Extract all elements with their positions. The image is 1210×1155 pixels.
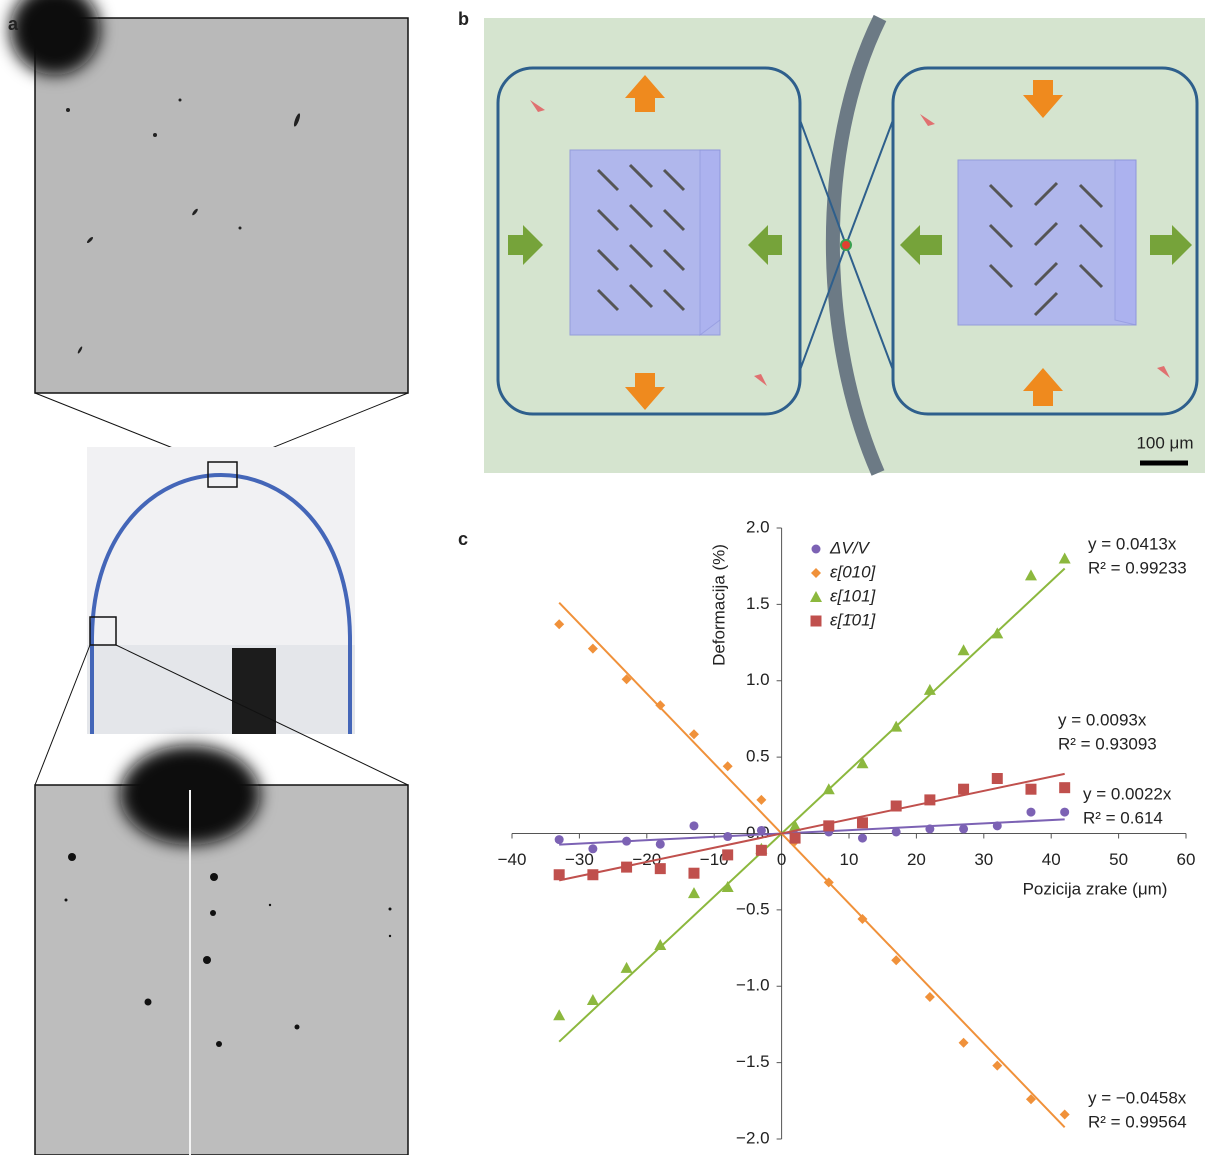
data-point — [1060, 808, 1069, 817]
x-tick-label: 30 — [974, 850, 993, 869]
data-point — [958, 784, 969, 795]
data-point — [924, 794, 935, 805]
data-point — [656, 840, 665, 849]
y-tick-label: 0.5 — [746, 747, 770, 766]
data-point — [756, 845, 767, 856]
data-point — [993, 821, 1002, 830]
x-tick-label: 60 — [1177, 850, 1196, 869]
data-point — [554, 869, 565, 880]
data-point — [723, 761, 733, 771]
data-point — [1060, 1110, 1070, 1120]
data-point — [1059, 782, 1070, 793]
data-point — [892, 827, 901, 836]
data-point — [1059, 553, 1071, 564]
y-tick-label: −1.5 — [736, 1052, 770, 1071]
data-point — [891, 801, 902, 812]
y-tick-label: −2.0 — [736, 1128, 770, 1147]
data-point — [688, 887, 700, 898]
data-point — [959, 1038, 969, 1048]
x-tick-label: 10 — [840, 850, 859, 869]
data-point — [587, 869, 598, 880]
holder — [232, 648, 276, 734]
data-point — [587, 994, 599, 1005]
data-point — [823, 820, 834, 831]
data-point — [1025, 569, 1037, 580]
fit-r-squared: R² = 0.93093 — [1058, 734, 1157, 753]
data-point — [925, 824, 934, 833]
data-point — [621, 962, 633, 973]
micrograph-top — [35, 18, 408, 393]
legend-label: ΔV/V — [829, 538, 870, 557]
data-point — [722, 849, 733, 860]
x-tick-label: 0 — [777, 850, 786, 869]
fit-r-squared: R² = 0.99564 — [1088, 1112, 1187, 1131]
beam-point — [841, 240, 851, 250]
data-point — [655, 863, 666, 874]
legend-label: ε[101] — [830, 586, 877, 605]
data-point — [588, 644, 598, 654]
scale-label: 100 μm — [1136, 433, 1193, 452]
data-point — [621, 862, 632, 873]
legend-label: ε[010] — [830, 562, 877, 581]
data-point — [723, 832, 732, 841]
fit-r-squared: R² = 0.614 — [1083, 808, 1163, 827]
data-point — [622, 837, 631, 846]
y-axis-label: Deformacija (%) — [709, 544, 728, 666]
data-point — [655, 700, 665, 710]
x-tick-label: 50 — [1109, 850, 1128, 869]
data-point — [588, 844, 597, 853]
data-point — [757, 826, 766, 835]
panel-a: a — [8, 0, 408, 1155]
y-tick-label: 2.0 — [746, 517, 770, 536]
data-point — [688, 868, 699, 879]
x-axis-label: Pozicija zrake (μm) — [1023, 879, 1168, 898]
panel-label: b — [458, 9, 469, 29]
y-tick-label: 1.0 — [746, 670, 770, 689]
data-point — [958, 644, 970, 655]
data-point — [555, 835, 564, 844]
data-point — [689, 821, 698, 830]
data-point — [959, 824, 968, 833]
data-point — [722, 881, 734, 892]
data-point — [756, 795, 766, 805]
legend-marker — [811, 568, 821, 578]
fit-r-squared: R² = 0.99233 — [1088, 558, 1187, 577]
micrograph-bottom — [35, 785, 408, 1155]
fit-equation: y = 0.0093x — [1058, 710, 1147, 729]
panel-label: a — [8, 14, 19, 34]
data-point — [858, 834, 867, 843]
panel-label: c — [458, 529, 468, 549]
fit-equation: y = 0.0413x — [1088, 534, 1177, 553]
x-tick-label: 20 — [907, 850, 926, 869]
fit-line — [559, 569, 1065, 1042]
fit-equation: y = −0.0458x — [1088, 1088, 1187, 1107]
data-point — [654, 939, 666, 950]
figure: a 100 μm b c Deformacija (%) Pozicija zr… — [0, 0, 1210, 1155]
panel-c: c Deformacija (%) Pozicija zrake (μm) −4… — [458, 517, 1195, 1147]
zoom-line — [35, 645, 90, 785]
data-point — [1026, 808, 1035, 817]
data-point — [790, 833, 801, 844]
y-tick-label: 1.5 — [746, 594, 770, 613]
fit-equation: y = 0.0022x — [1083, 784, 1172, 803]
legend-marker — [810, 591, 822, 602]
legend-label: ε[1̄01] — [830, 610, 877, 629]
y-tick-label: −1.0 — [736, 976, 770, 995]
x-tick-label: −40 — [498, 850, 527, 869]
data-point — [554, 619, 564, 629]
data-point — [553, 1009, 565, 1020]
x-tick-label: −30 — [565, 850, 594, 869]
data-point — [857, 914, 867, 924]
panel-b: 100 μm b — [458, 9, 1205, 473]
legend-marker — [811, 616, 822, 627]
fit-line — [559, 819, 1065, 844]
legend-marker — [812, 545, 821, 554]
data-point — [857, 817, 868, 828]
photo-base — [87, 645, 355, 734]
data-point — [925, 992, 935, 1002]
data-point — [1025, 784, 1036, 795]
y-tick-label: −0.5 — [736, 899, 770, 918]
data-point — [992, 773, 1003, 784]
x-tick-label: 40 — [1042, 850, 1061, 869]
